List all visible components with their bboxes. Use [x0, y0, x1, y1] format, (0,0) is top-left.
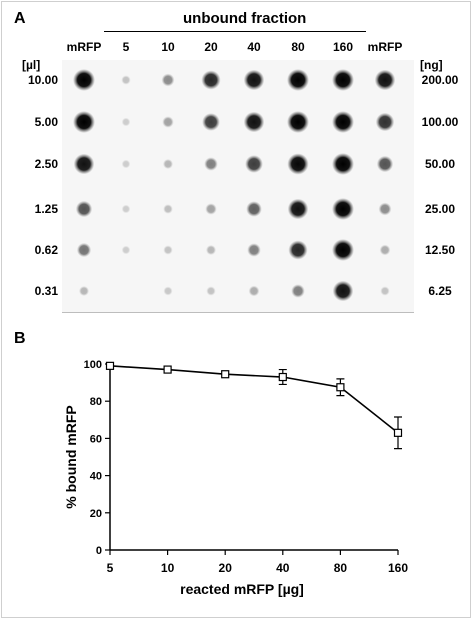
- blot-spot: [287, 153, 309, 175]
- blot-spot: [202, 113, 220, 131]
- blot-spot: [288, 240, 308, 260]
- blot-spot: [332, 153, 354, 175]
- blot-spot: [379, 244, 391, 256]
- y-tick-label: 20: [90, 508, 102, 520]
- blot-column-label: 10: [161, 40, 175, 54]
- x-tick-label: 80: [334, 561, 348, 575]
- data-point: [221, 370, 230, 379]
- blot-spot: [121, 204, 131, 214]
- blot-spot: [375, 112, 395, 132]
- blot-spot: [204, 157, 218, 171]
- blot-spot: [121, 117, 131, 127]
- blot-volume-label: 2.50: [34, 157, 58, 171]
- blot-spot: [376, 155, 394, 173]
- x-tick-label: 5: [107, 561, 114, 575]
- blot-volume-label: 1.25: [34, 202, 58, 216]
- dot-blot-membrane: [62, 60, 414, 313]
- blot-spot: [246, 201, 262, 217]
- blot-spot: [201, 70, 221, 90]
- x-tick-label: 20: [219, 561, 233, 575]
- blot-amount-label: 25.00: [424, 202, 456, 216]
- blot-volume-label: 10.00: [27, 73, 58, 87]
- blot-column-label: mRFP: [367, 40, 403, 54]
- panel-a-label: A: [14, 10, 26, 27]
- y-tick-label: 100: [84, 359, 102, 371]
- blot-spot: [76, 242, 92, 258]
- blot-spot: [163, 286, 173, 296]
- data-point: [105, 361, 115, 370]
- y-tick-label: 0: [96, 545, 102, 557]
- blot-amount-label: 12.50: [424, 243, 456, 257]
- blot-spot: [332, 198, 354, 220]
- blot-spot: [287, 69, 309, 91]
- y-tick-label: 80: [90, 396, 102, 408]
- y-axis-title: % bound mRFP: [63, 405, 79, 508]
- blot-column-label: 160: [332, 40, 354, 54]
- blot-spot: [121, 245, 131, 255]
- blot-spot: [73, 111, 95, 133]
- blot-spot: [161, 73, 175, 87]
- blot-amount-label: 6.25: [428, 284, 452, 298]
- blot-spot: [332, 280, 354, 302]
- bound-mrfp-chart: 0 20 40 60 80 100 5 10 20 40 80 160 reacted mRFP […: [63, 359, 408, 597]
- series-line: [109, 365, 399, 434]
- blot-spot: [163, 204, 173, 214]
- blot-spot: [247, 243, 261, 257]
- blot-spot: [380, 286, 390, 296]
- blot-spot: [162, 158, 174, 170]
- blot-column-label: 5: [122, 40, 130, 54]
- blot-spot: [245, 155, 263, 173]
- blot-volume-label: 0.31: [34, 284, 58, 298]
- blot-spot: [243, 111, 265, 133]
- panel-b-label: B: [14, 330, 26, 347]
- y-tick-label: 60: [90, 433, 102, 445]
- blot-spot: [121, 159, 131, 169]
- blot-volume-label: 0.62: [34, 243, 58, 257]
- blot-spot: [332, 69, 354, 91]
- blot-spot: [75, 200, 93, 218]
- blot-spot: [243, 69, 265, 91]
- blot-spot: [205, 244, 217, 256]
- data-point: [336, 383, 345, 392]
- data-point: [163, 365, 172, 374]
- blot-spot: [291, 284, 305, 298]
- x-tick-label: 40: [276, 561, 290, 575]
- volume-unit-label: [µl]: [22, 58, 41, 72]
- blot-column-label: 20: [204, 40, 218, 54]
- blot-amount-label: 100.00: [421, 115, 459, 129]
- blot-column-label: 80: [291, 40, 305, 54]
- blot-amount-label: 50.00: [424, 157, 456, 171]
- amount-unit-label: [ng]: [420, 58, 443, 72]
- blot-spot: [205, 203, 217, 215]
- blot-spot: [163, 245, 173, 255]
- blot-spot: [332, 239, 354, 261]
- blot-spot: [332, 111, 354, 133]
- blot-spot: [121, 75, 131, 85]
- blot-spot: [73, 69, 95, 91]
- dot-blot-spots: [73, 69, 396, 302]
- blot-spot: [287, 111, 309, 133]
- blot-spot: [206, 286, 216, 296]
- blot-spot: [73, 153, 95, 175]
- x-tick-label: 10: [161, 561, 175, 575]
- header-bracket-line: [104, 31, 366, 32]
- blot-amount-label: 200.00: [421, 73, 459, 87]
- x-tick-label: 160: [388, 561, 408, 575]
- blot-column-label: 40: [247, 40, 261, 54]
- blot-spot: [374, 69, 396, 91]
- y-tick-label: 40: [90, 471, 102, 483]
- unbound-fraction-header: unbound fraction: [183, 10, 307, 27]
- data-point: [278, 372, 287, 382]
- blot-column-label: mRFP: [66, 40, 102, 54]
- blot-spot: [378, 202, 392, 216]
- blot-spot: [248, 285, 260, 297]
- data-point: [393, 428, 403, 437]
- x-axis-title: reacted mRFP [µg]: [180, 581, 304, 597]
- blot-spot: [287, 198, 309, 220]
- blot-volume-label: 5.00: [34, 115, 58, 129]
- blot-spot: [162, 116, 174, 128]
- blot-spot: [78, 285, 90, 297]
